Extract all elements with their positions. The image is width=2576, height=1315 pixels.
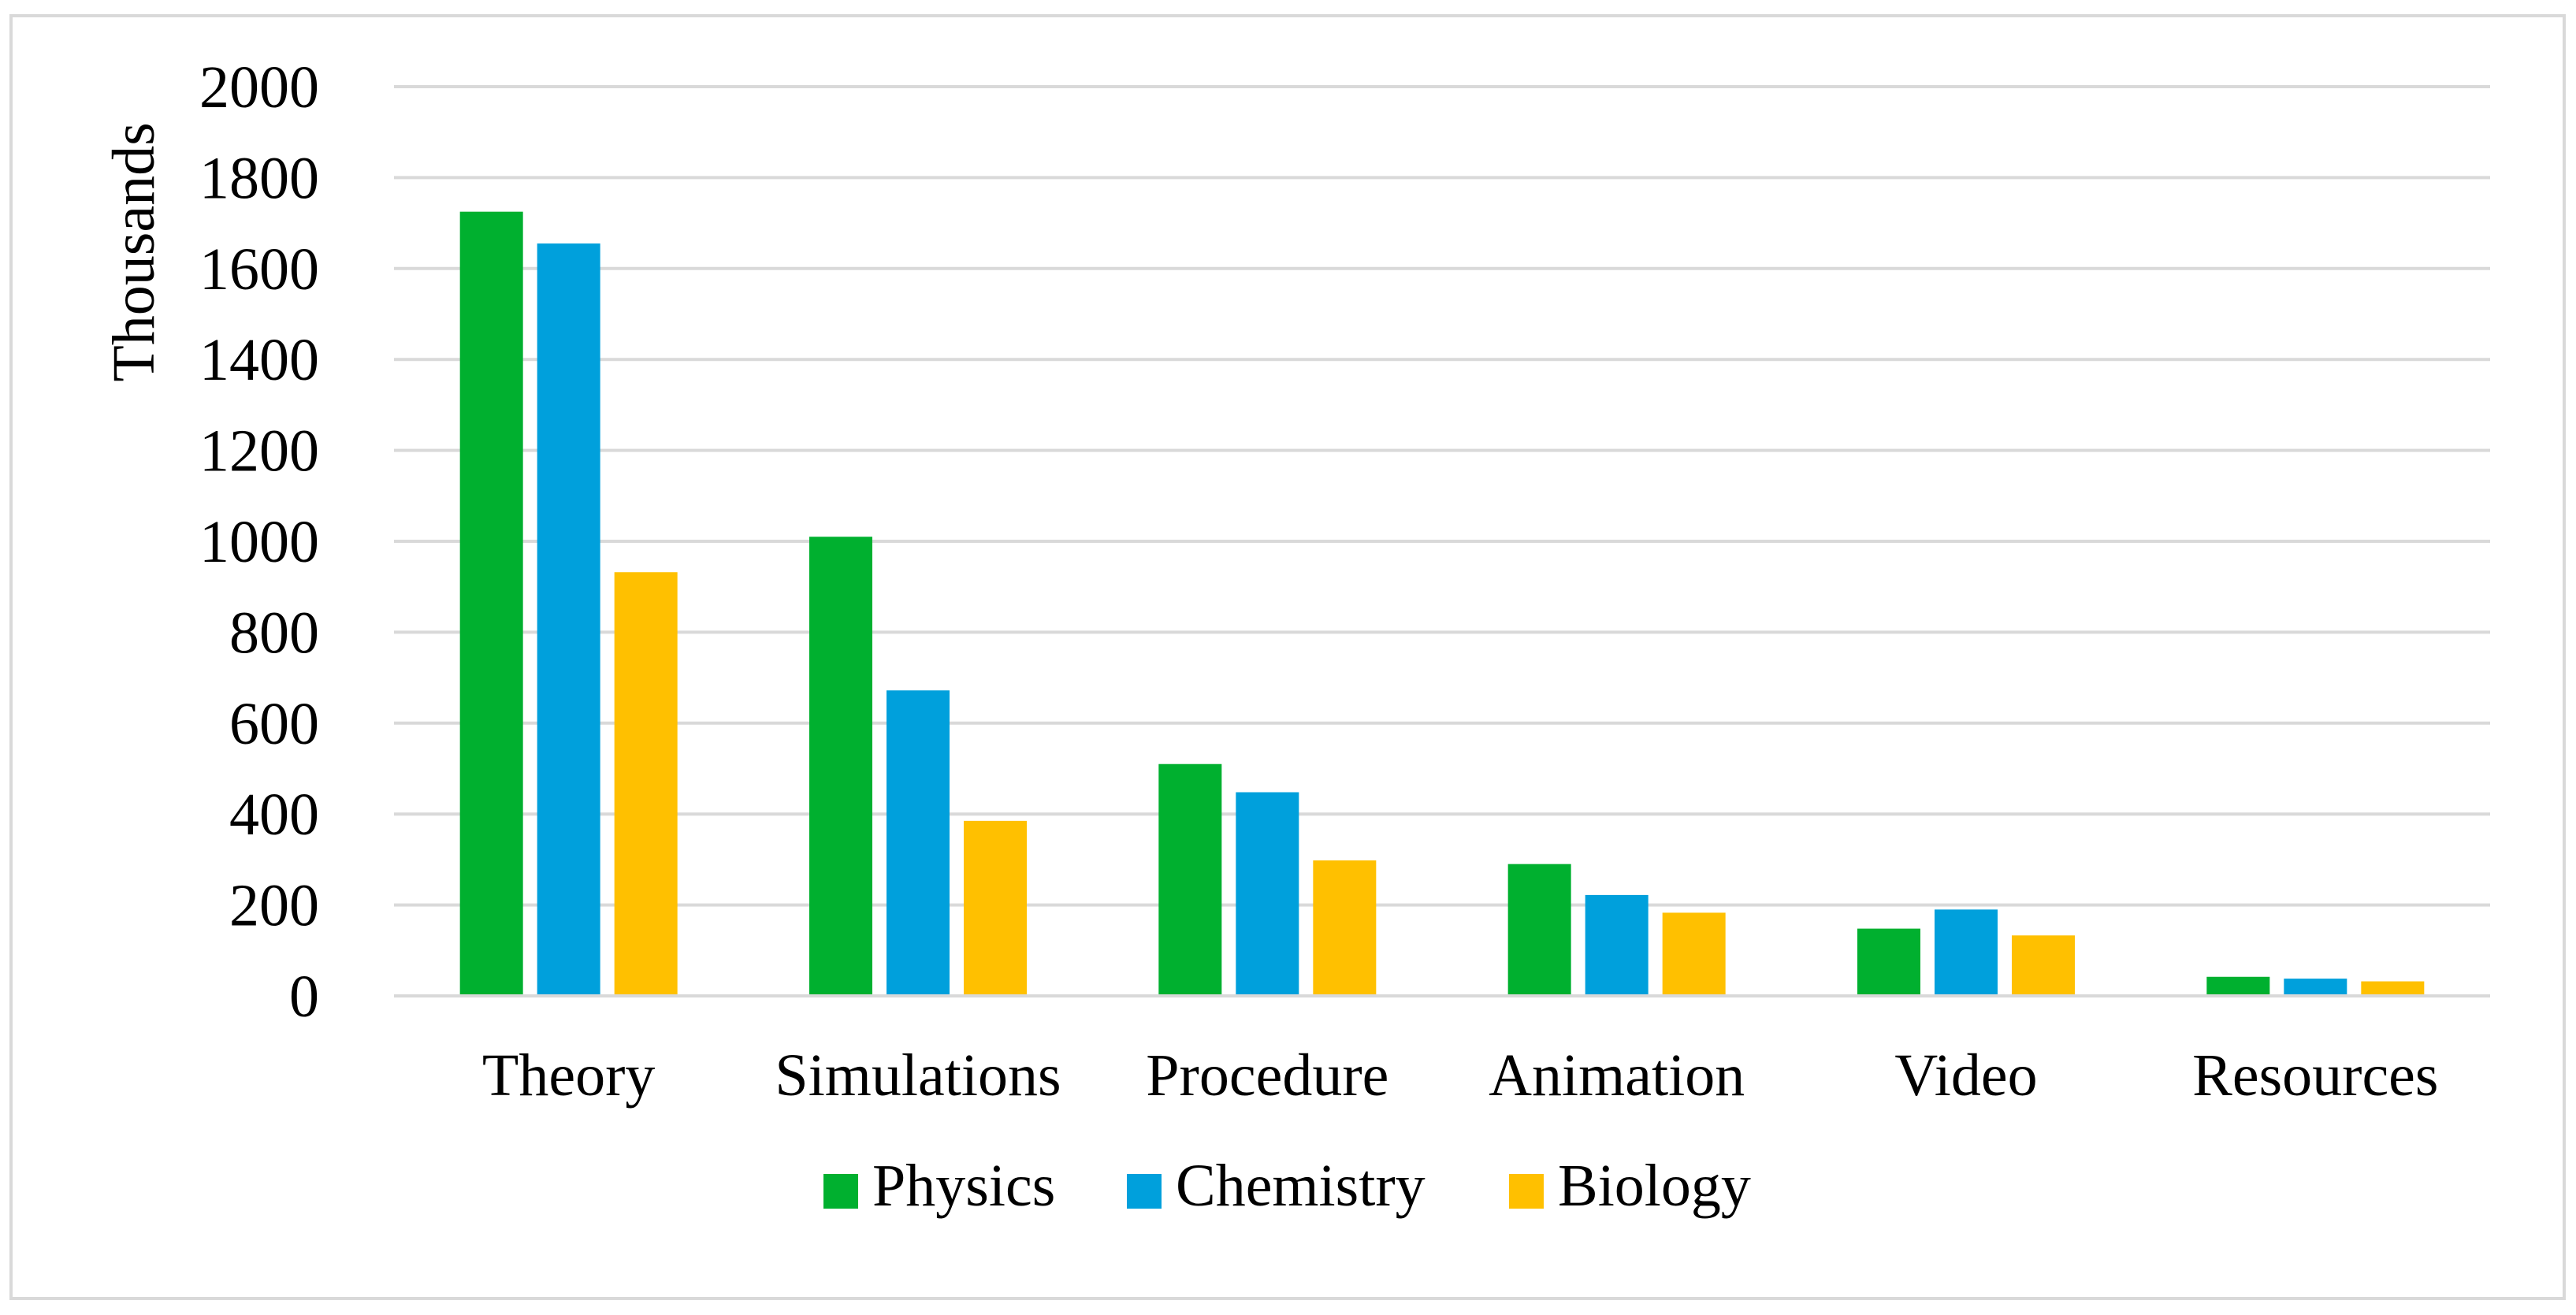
y-tick-label: 400 bbox=[229, 782, 319, 848]
y-axis-ticks: 0 200 400 600 800 1000 1200 1400 1600 1800 2000 bbox=[199, 54, 319, 1030]
bar-biology-resources bbox=[2361, 981, 2425, 996]
legend: Physics Chemistry Biology bbox=[823, 1153, 1751, 1219]
x-category-label: Theory bbox=[482, 1042, 655, 1109]
x-category-label: Procedure bbox=[1146, 1042, 1388, 1109]
bar-chemistry-video bbox=[1935, 909, 1998, 996]
y-tick-label: 0 bbox=[289, 964, 319, 1030]
legend-label-chemistry: Chemistry bbox=[1176, 1153, 1426, 1219]
y-tick-label: 800 bbox=[229, 600, 319, 666]
bar-physics-animation bbox=[1507, 864, 1571, 996]
bar-biology-video bbox=[2012, 935, 2075, 996]
legend-swatch-chemistry bbox=[1127, 1174, 1162, 1209]
y-tick-label: 600 bbox=[229, 691, 319, 757]
bar-biology-animation bbox=[1662, 912, 1726, 996]
bar-chemistry-resources bbox=[2284, 979, 2347, 996]
y-tick-label: 1000 bbox=[199, 509, 319, 575]
y-tick-label: 1200 bbox=[199, 418, 319, 485]
x-category-label: Video bbox=[1894, 1042, 2037, 1109]
x-axis-categories: Theory Simulations Procedure Animation Video… bbox=[482, 1042, 2439, 1109]
bar-chemistry-procedure bbox=[1236, 792, 1299, 996]
legend-label-biology: Biology bbox=[1558, 1153, 1751, 1219]
x-category-label: Resources bbox=[2192, 1042, 2438, 1109]
legend-swatch-physics bbox=[823, 1174, 858, 1209]
legend-swatch-biology bbox=[1509, 1174, 1544, 1209]
chart-frame bbox=[9, 14, 2566, 1300]
bar-biology-procedure bbox=[1313, 860, 1377, 996]
bar-physics-procedure bbox=[1158, 763, 1222, 996]
bar-physics-video bbox=[1857, 928, 1920, 996]
bar-physics-simulations bbox=[809, 537, 872, 996]
bar-chemistry-animation bbox=[1585, 894, 1649, 996]
bar-chemistry-theory bbox=[537, 243, 600, 996]
y-tick-label: 1600 bbox=[199, 236, 319, 303]
x-category-label: Simulations bbox=[775, 1042, 1061, 1109]
x-category-label: Animation bbox=[1489, 1042, 1745, 1109]
y-tick-label: 200 bbox=[229, 873, 319, 939]
bar-physics-resources bbox=[2206, 976, 2270, 996]
y-tick-label: 1400 bbox=[199, 327, 319, 393]
bar-biology-simulations bbox=[964, 820, 1027, 996]
y-tick-label: 1800 bbox=[199, 145, 319, 211]
y-tick-label: 2000 bbox=[199, 54, 319, 121]
legend-label-physics: Physics bbox=[872, 1153, 1055, 1219]
bars bbox=[459, 211, 2425, 996]
bar-chemistry-simulations bbox=[887, 690, 950, 996]
bar-biology-theory bbox=[614, 572, 678, 996]
gridlines bbox=[394, 85, 2490, 907]
bar-physics-theory bbox=[459, 211, 523, 996]
y-axis-title: Thousands bbox=[101, 122, 167, 381]
